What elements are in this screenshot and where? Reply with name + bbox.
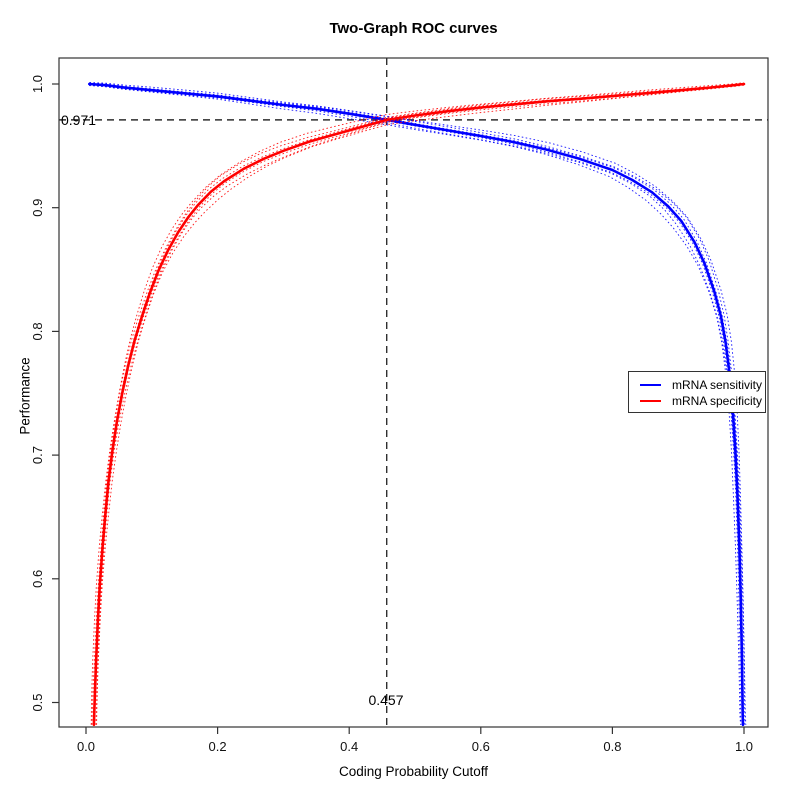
sensitivity-ci-curve (89, 82, 747, 725)
specificity-ci-curve (90, 82, 744, 725)
y-tick-label: 0.5 (30, 693, 45, 711)
x-axis-title: Coding Probability Cutoff (338, 764, 489, 779)
sensitivity-ci-curve (89, 85, 742, 725)
crosshair-x-value-label: 0.457 (368, 692, 404, 708)
specificity-ci-curve (96, 84, 745, 725)
y-tick-label: 1.0 (30, 75, 45, 93)
x-tick-label: 0.6 (472, 739, 490, 754)
y-axis-title: Performance (17, 357, 33, 435)
legend: mRNA sensitivity mRNA specificity (628, 371, 766, 413)
legend-item-sensitivity: mRNA sensitivity (629, 377, 765, 393)
curves-group (88, 82, 747, 727)
y-tick-label: 0.6 (30, 570, 45, 588)
crosshair-y-value-label: 0.971 (61, 112, 97, 128)
legend-item-specificity: mRNA specificity (629, 393, 765, 409)
y-tick-label: 0.9 (30, 199, 45, 217)
legend-label-sensitivity: mRNA sensitivity (672, 378, 763, 392)
sensitivity-line-sample (640, 383, 661, 387)
specificity-line-sample (640, 399, 661, 403)
sensitivity-curve (88, 82, 745, 727)
x-tick-label: 1.0 (735, 739, 753, 754)
plot-box (58, 57, 769, 728)
chart-title: Two-Graph ROC curves (329, 20, 498, 37)
x-tick-label: 0.4 (340, 739, 358, 754)
x-tick-label: 0.8 (603, 739, 621, 754)
y-tick-label: 0.8 (30, 322, 45, 340)
legend-label-specificity: mRNA specificity (672, 394, 763, 408)
specificity-curve (92, 82, 746, 727)
y-tick-label: 0.7 (30, 446, 45, 464)
x-tick-label: 0.0 (77, 739, 95, 754)
sensitivity-ci-curve (89, 84, 742, 725)
x-tick-label: 0.2 (209, 739, 227, 754)
